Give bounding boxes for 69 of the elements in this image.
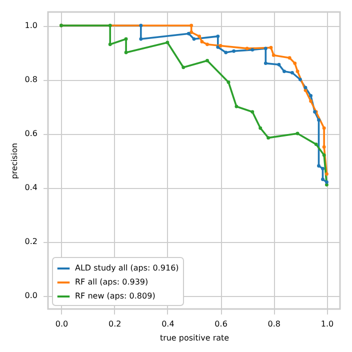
point	[314, 142, 318, 146]
point	[258, 126, 262, 130]
y-axis-title: precision	[10, 142, 19, 180]
point	[264, 62, 268, 66]
y-tick-label: 0.4	[24, 183, 38, 192]
point	[309, 94, 313, 98]
point	[290, 71, 294, 74]
point	[321, 178, 324, 182]
point	[186, 32, 190, 36]
point	[206, 42, 210, 46]
point	[317, 118, 320, 122]
point	[224, 50, 228, 54]
y-tick-label: 0.0	[24, 291, 38, 300]
point	[272, 53, 276, 57]
point	[324, 172, 328, 176]
point	[226, 80, 230, 84]
point	[309, 99, 313, 103]
y-tick-label: 0.8	[24, 75, 38, 84]
x-tick-label: 0.6	[214, 320, 228, 328]
point	[266, 136, 270, 140]
point	[321, 166, 324, 170]
point	[250, 110, 254, 114]
point	[277, 62, 281, 66]
point	[269, 46, 273, 50]
point	[200, 40, 204, 44]
point	[216, 34, 220, 38]
point	[322, 145, 326, 149]
point	[282, 70, 286, 74]
point	[288, 56, 292, 60]
point	[250, 48, 254, 52]
x-tick-label: 0.0	[55, 320, 68, 328]
point	[108, 42, 112, 46]
point	[264, 46, 268, 50]
point	[166, 40, 170, 44]
point	[317, 164, 320, 168]
legend-label: RF all (aps: 0.939)	[75, 278, 148, 286]
point	[139, 24, 143, 28]
y-tick-label: 0.2	[24, 237, 38, 246]
point	[322, 153, 326, 157]
point	[293, 62, 297, 66]
point	[192, 37, 196, 41]
point	[198, 34, 202, 38]
legend-label: RF new (aps: 0.809)	[75, 292, 156, 300]
point	[124, 50, 128, 54]
x-tick-label: 0.8	[268, 320, 281, 328]
point	[218, 44, 222, 48]
point	[296, 70, 300, 74]
x-axis-title: true positive rate	[160, 334, 230, 342]
point	[216, 45, 220, 49]
point	[324, 180, 328, 184]
point	[245, 46, 249, 50]
point	[206, 58, 210, 62]
point	[232, 49, 236, 53]
point	[182, 66, 186, 70]
y-tick-label: 0.6	[24, 129, 38, 138]
y-tick-label: 1.0	[24, 21, 38, 30]
legend-label: ALD study all (aps: 0.916)	[75, 264, 179, 272]
point	[234, 104, 238, 108]
point	[139, 37, 143, 41]
x-tick-label: 0.2	[108, 320, 122, 328]
point	[190, 24, 194, 28]
point	[304, 86, 308, 90]
point	[296, 132, 300, 136]
x-tick-label: 0.4	[162, 320, 174, 328]
point	[322, 126, 326, 130]
x-tick-label: 1.0	[320, 320, 334, 328]
point	[108, 24, 112, 28]
point	[298, 78, 302, 82]
point	[124, 37, 128, 41]
